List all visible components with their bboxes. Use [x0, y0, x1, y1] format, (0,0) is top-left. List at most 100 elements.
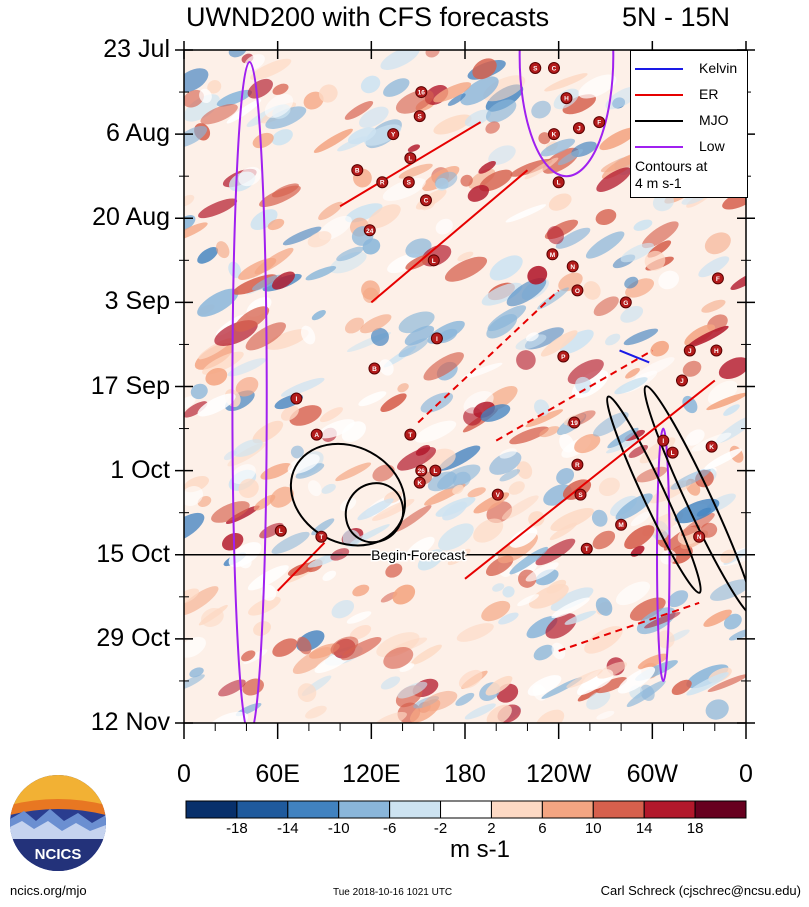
storm-symbol: [529, 62, 542, 75]
storm-symbol: [547, 62, 560, 75]
storm-symbol: [615, 518, 628, 531]
field-blob: [397, 681, 428, 699]
field-blob: [595, 597, 613, 616]
field-blob: [300, 325, 316, 345]
field-blob: [435, 218, 453, 235]
storm-symbol: [593, 116, 606, 129]
storm-label: L: [432, 258, 436, 265]
field-blob: [566, 669, 603, 689]
field-blob: [467, 184, 490, 202]
field-blob: [478, 160, 496, 174]
field-blob: [586, 690, 611, 710]
field-blob: [297, 683, 317, 702]
legend-swatch: [635, 146, 683, 148]
x-tick-label: 60W: [626, 760, 679, 788]
legend-item: ER: [631, 85, 747, 105]
field-blob: [460, 76, 499, 106]
field-blob: [319, 407, 343, 423]
storm-marker: R: [376, 176, 389, 189]
storm-symbol: [310, 428, 323, 441]
colorbar-swatch: [389, 800, 442, 819]
storm-symbol: [376, 176, 389, 189]
storm-label: L: [279, 528, 283, 535]
field-blob: [372, 464, 395, 482]
field-blob: [370, 327, 389, 346]
low-contour-0: [231, 61, 268, 723]
er-contour-2: [464, 379, 716, 580]
field-blob: [548, 193, 572, 211]
field-blob: [341, 637, 382, 661]
field-blob: [398, 163, 433, 179]
contour-layer: [231, 50, 746, 723]
storm-label: J: [577, 126, 581, 133]
field-blob: [626, 680, 666, 707]
field-blob: [516, 350, 536, 370]
storm-marker: C: [547, 62, 560, 75]
mjo-contour-2: [643, 385, 746, 617]
field-blob: [701, 299, 726, 313]
field-blob: [630, 511, 651, 527]
y-tick-label: 23 Jul: [103, 35, 170, 63]
field-blob: [392, 584, 416, 605]
field-blob: [197, 393, 236, 417]
storm-label: S: [533, 66, 538, 73]
field-blob: [396, 446, 437, 471]
field-blob: [722, 189, 746, 210]
er-contour-1: [495, 349, 653, 442]
field-blob: [617, 666, 656, 694]
field-blob: [489, 451, 522, 475]
storm-symbol: [404, 428, 417, 441]
er-contour-6: [339, 121, 482, 208]
y-tick-label: 29 Oct: [96, 623, 170, 652]
footer-url[interactable]: ncics.org/mjo: [10, 883, 87, 898]
field-blob: [641, 221, 679, 249]
x-tick-label: 60E: [255, 760, 300, 788]
field-blob: [184, 194, 195, 207]
storm-marker: O: [571, 284, 584, 297]
field-blob: [345, 203, 383, 223]
field-blob: [352, 584, 370, 597]
field-blob: [200, 103, 238, 125]
field-blob: [550, 587, 594, 612]
field-blob: [489, 255, 523, 281]
forecast-line-group: Begin Forecast: [184, 545, 746, 564]
storm-label: S: [578, 492, 583, 499]
colorbar-tick-label: 10: [584, 820, 602, 837]
legend-label: MJO: [699, 112, 729, 128]
field-blob: [684, 324, 716, 346]
storm-label: S: [407, 180, 412, 187]
storm-marker: L: [404, 152, 417, 165]
storm-marker: Y: [387, 128, 400, 141]
legend-swatch: [635, 120, 683, 122]
colorbar-swatch: [643, 800, 696, 819]
field-blob: [287, 454, 320, 474]
storm-marker: 19: [568, 416, 581, 429]
field-blob: [241, 650, 256, 662]
field-blob: [197, 198, 238, 219]
storm-symbol: [419, 194, 432, 207]
field-blob: [383, 646, 414, 669]
field-blob: [479, 169, 513, 192]
field-blob: [322, 570, 337, 582]
storm-marker: C: [419, 194, 432, 207]
storm-marker: J: [572, 122, 585, 135]
field-blob: [595, 677, 628, 694]
field-blob: [656, 630, 675, 649]
field-blob: [318, 84, 338, 103]
colorbar-tick-label: -10: [327, 820, 350, 837]
field-blob: [271, 271, 295, 290]
storm-symbol: [413, 110, 426, 123]
field-blob: [525, 332, 539, 342]
colorbar-swatch: [338, 800, 391, 819]
storm-marker: T: [315, 530, 328, 543]
field-blob: [607, 427, 639, 449]
field-blob: [704, 232, 731, 255]
colorbar-swatch: [440, 800, 492, 819]
field-blob: [481, 600, 511, 622]
field-blob: [434, 171, 458, 189]
field-blob: [509, 527, 538, 548]
field-blob: [194, 343, 234, 370]
storm-label: C: [424, 198, 429, 205]
field-blob: [305, 266, 337, 281]
legend: Kelvin ER MJO Low Contours at 4 m s-1: [630, 50, 748, 198]
